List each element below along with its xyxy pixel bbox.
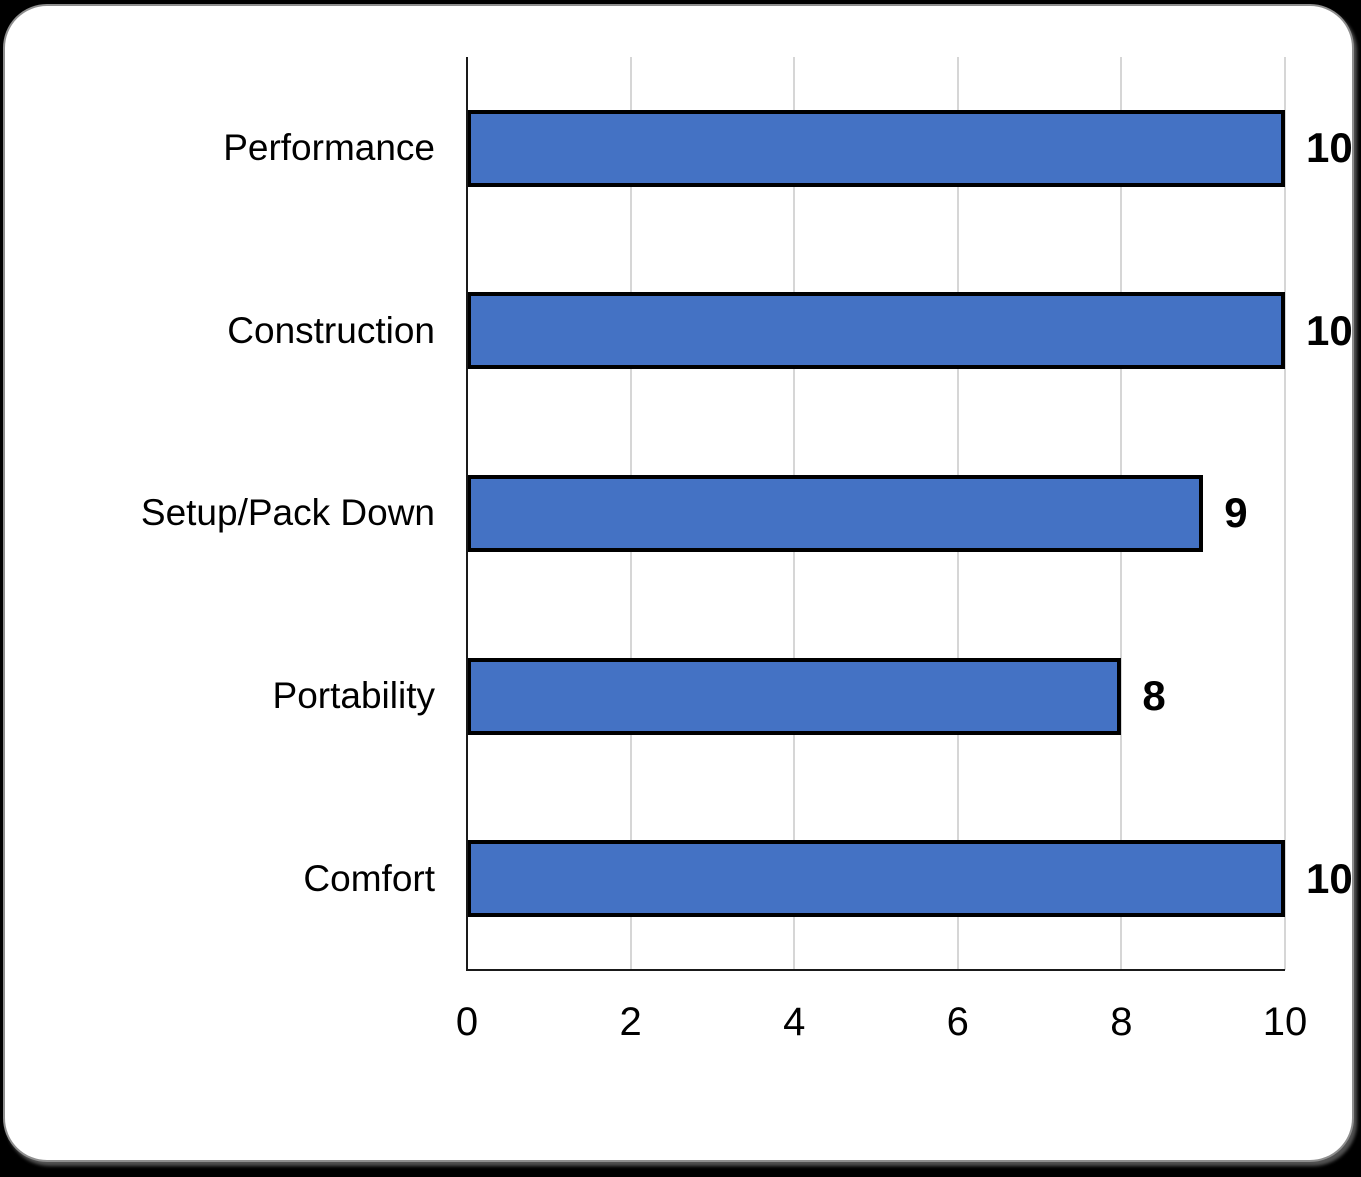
bar xyxy=(467,109,1285,187)
bar xyxy=(467,292,1285,370)
x-tick-label: 2 xyxy=(619,1000,642,1044)
value-label: 10 xyxy=(1306,854,1353,902)
bar xyxy=(467,474,1204,552)
y-axis-line xyxy=(466,57,468,970)
plot-area: 10 10 9 8 10 xyxy=(466,57,1353,971)
category-label: Comfort xyxy=(303,857,435,899)
x-axis-ticks: 0 2 4 6 8 10 xyxy=(456,992,1307,1052)
bar-row: 9 xyxy=(467,422,1285,605)
category-axis-labels: Performance Construction Setup/Pack Down Po… xyxy=(5,57,435,970)
value-label: 9 xyxy=(1224,489,1248,537)
x-tick-label: 10 xyxy=(1262,1000,1308,1044)
bar-row: 10 xyxy=(467,240,1353,423)
category-label: Performance xyxy=(223,127,435,169)
value-label: 10 xyxy=(1306,306,1353,354)
x-tick-label: 0 xyxy=(455,1000,479,1044)
value-label: 8 xyxy=(1142,672,1166,720)
plot-rows: 10 10 9 8 10 xyxy=(467,57,1353,970)
category-label: Construction xyxy=(227,309,435,351)
bar xyxy=(467,840,1285,918)
horizontal-bar-chart: Performance Construction Setup/Pack Down Po… xyxy=(5,6,1353,1160)
gridline xyxy=(1284,57,1286,970)
bar-row: 10 xyxy=(467,57,1353,240)
category-label: Portability xyxy=(272,675,435,717)
bar xyxy=(467,657,1122,735)
x-axis-line xyxy=(466,969,1285,971)
bar-row: 10 xyxy=(467,787,1353,970)
category-label: Setup/Pack Down xyxy=(140,492,435,534)
chart-card: Performance Construction Setup/Pack Down Po… xyxy=(3,4,1354,1162)
x-tick-label: 8 xyxy=(1110,1000,1133,1044)
x-tick-label: 4 xyxy=(783,1000,806,1044)
x-tick-label: 6 xyxy=(946,1000,969,1044)
bar-row: 8 xyxy=(467,605,1285,788)
value-label: 10 xyxy=(1306,124,1353,172)
